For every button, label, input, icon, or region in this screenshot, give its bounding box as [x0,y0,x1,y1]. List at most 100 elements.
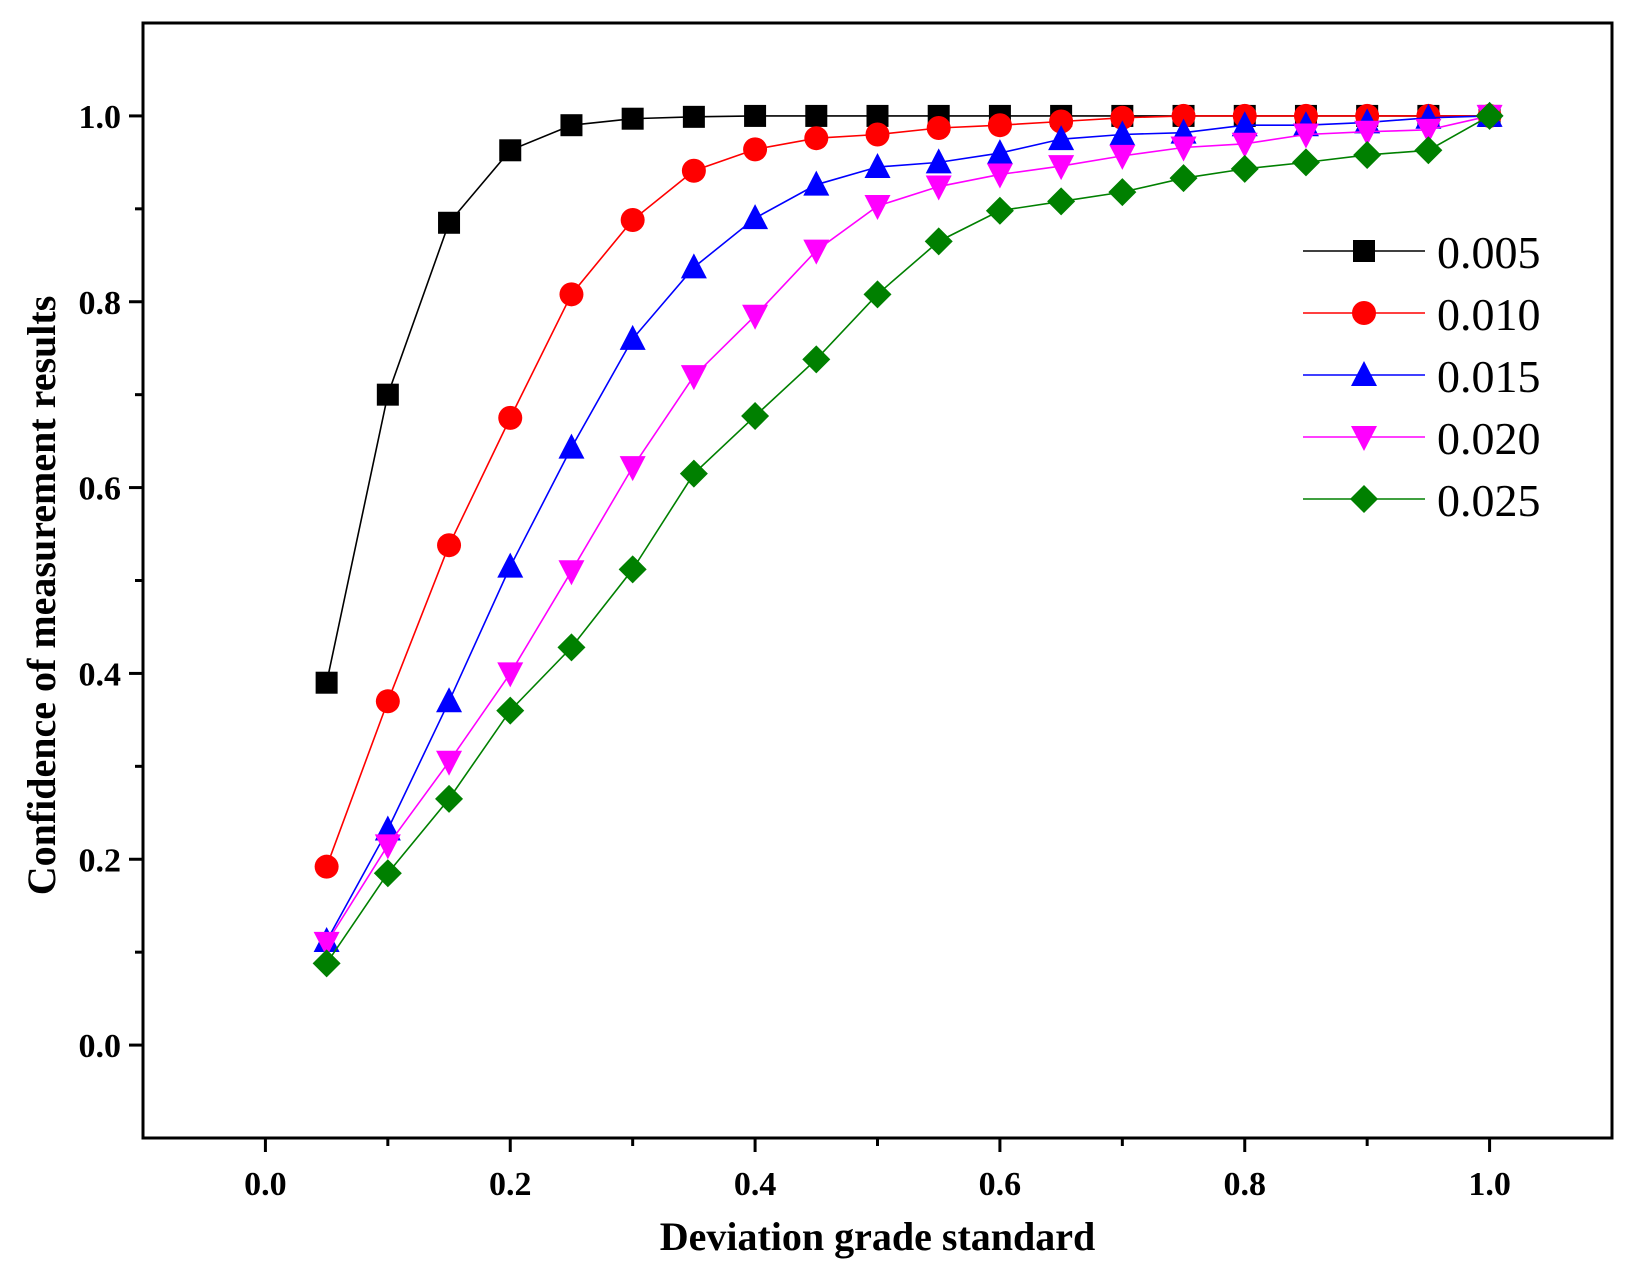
data-point-0.015 [436,687,463,713]
data-point-0.015 [803,170,830,196]
data-point-0.025 [373,859,402,888]
legend-item-0.010: 0.010 [1303,289,1541,340]
legend-marker-square [1353,240,1375,262]
data-point-0.005 [866,104,889,127]
data-point-0.025 [1291,148,1320,177]
data-point-0.020 [558,560,585,586]
data-point-0.005 [805,104,828,127]
data-point-0.025 [557,633,586,662]
data-point-0.005 [438,211,461,234]
data-point-0.010 [681,158,706,183]
data-point-0.010 [865,122,890,147]
series-0.025 [312,101,1504,978]
data-point-0.015 [864,153,891,179]
data-point-0.005 [560,114,583,137]
data-point-0.010 [1110,105,1135,130]
data-point-0.015 [925,148,952,174]
legend-item-0.005: 0.005 [1303,227,1541,278]
legend-label: 0.020 [1437,413,1541,464]
data-point-0.020 [619,456,646,482]
data-point-0.025 [1414,136,1443,165]
plot-frame [141,21,1614,1140]
data-point-0.025 [435,784,464,813]
data-point-0.020 [803,239,830,265]
data-point-0.020 [436,750,463,776]
y-tick-label: 0.8 [79,285,122,322]
data-point-0.020 [1415,118,1442,144]
x-tick-label: 0.2 [489,1166,532,1203]
data-point-0.025 [679,459,708,488]
data-point-0.010 [804,126,829,151]
data-point-0.015 [619,324,646,350]
data-point-0.020 [986,163,1013,189]
data-point-0.010 [437,533,462,558]
data-point-0.010 [559,282,584,307]
data-point-0.025 [924,227,953,256]
data-point-0.025 [1108,178,1137,207]
data-point-0.025 [741,402,770,431]
data-point-0.005 [315,671,338,694]
data-point-0.025 [618,555,647,584]
data-point-0.020 [925,175,952,201]
data-point-0.005 [376,383,399,406]
data-point-0.015 [1231,111,1258,137]
legend-label: 0.005 [1437,227,1541,278]
data-point-0.010 [1049,109,1074,134]
data-point-0.025 [1475,101,1504,130]
legend-item-0.020: 0.020 [1303,413,1541,464]
legend-marker-triangle-up [1351,361,1377,386]
data-point-0.025 [985,196,1014,225]
data-point-0.020 [680,365,707,391]
y-tick-label: 1.0 [79,99,122,136]
data-point-0.010 [314,854,339,879]
data-point-0.020 [313,931,340,957]
data-point-0.005 [499,139,522,162]
data-point-0.015 [680,253,707,279]
data-point-0.025 [312,949,341,978]
data-point-0.020 [497,662,524,688]
data-point-0.025 [802,345,831,374]
x-axis-title: Deviation grade standard [660,1214,1096,1259]
y-tick-label: 0.6 [79,471,122,508]
data-point-0.010 [743,137,768,162]
data-point-0.025 [1230,154,1259,183]
legend-marker-circle [1352,301,1376,325]
axis-ticks: 0.0 0.2 0.4 0.6 0.8 1.0 0.0 0.2 0.4 0.6 0.8 1.0 [79,99,1511,1203]
data-point-0.015 [497,552,524,578]
legend-item-0.015: 0.015 [1303,351,1541,402]
data-point-0.015 [742,204,769,230]
data-point-0.025 [863,280,892,309]
x-tick-label: 0.4 [734,1166,777,1203]
x-tick-label: 0.0 [244,1166,287,1203]
data-point-0.020 [1231,132,1258,158]
data-point-0.020 [374,834,401,860]
data-point-0.010 [987,113,1012,138]
legend: 0.005 0.010 0.015 0.020 0.025 [1303,227,1541,526]
legend-label: 0.015 [1437,351,1541,402]
series-line-0.020 [325,115,1490,944]
data-point-0.010 [498,405,523,430]
data-point-0.010 [620,207,645,232]
data-point-0.025 [496,696,525,725]
y-tick-label: 0.4 [79,656,122,693]
data-point-0.020 [864,195,891,221]
y-axis-title: Confidence of measurement results [19,296,64,896]
x-tick-label: 0.6 [979,1166,1022,1203]
legend-label: 0.010 [1437,289,1541,340]
x-tick-label: 1.0 [1468,1166,1511,1203]
data-point-0.005 [621,107,644,130]
data-point-0.025 [1047,187,1076,216]
series-group [312,101,1504,978]
x-tick-label: 0.8 [1224,1166,1267,1203]
data-point-0.015 [558,433,585,459]
data-point-0.025 [1353,140,1382,169]
data-point-0.005 [744,104,767,127]
data-point-0.005 [682,105,705,128]
data-point-0.020 [1048,155,1075,181]
y-tick-label: 0.2 [79,842,122,879]
data-point-0.010 [926,115,951,140]
data-point-0.020 [1354,120,1381,146]
